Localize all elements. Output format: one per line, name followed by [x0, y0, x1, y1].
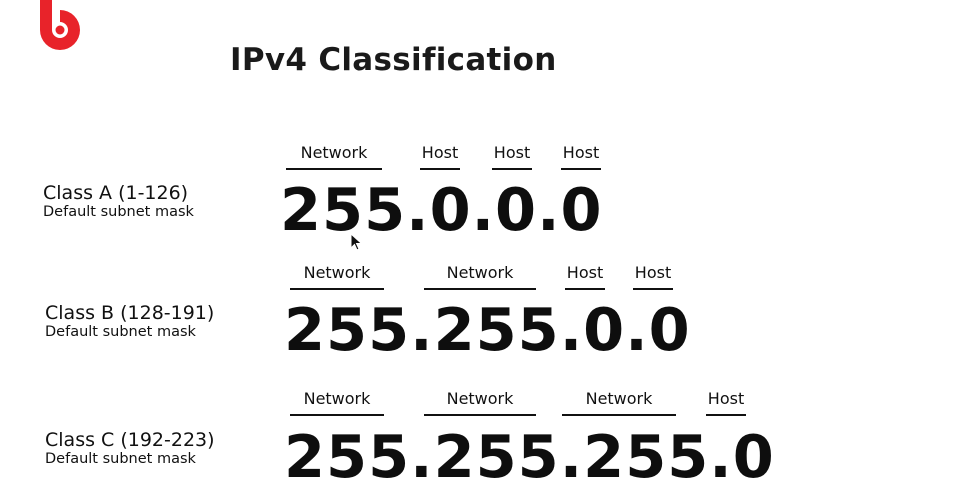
segment-underline: [424, 288, 536, 290]
class-a-segment-4: Host: [561, 143, 601, 170]
segment-underline: [565, 288, 605, 290]
class-c-segment-1: Network: [290, 389, 384, 416]
class-a-segment-2: Host: [420, 143, 460, 170]
class-b-label: Class B (128-191) Default subnet mask: [45, 302, 214, 341]
class-a-label: Class A (1-126) Default subnet mask: [43, 182, 194, 221]
class-c-subtitle: Default subnet mask: [45, 451, 196, 467]
class-b-segment-1: Network: [290, 263, 384, 290]
class-c-segment-4: Host: [706, 389, 746, 416]
segment-underline: [561, 168, 601, 170]
class-b-segment-4: Host: [633, 263, 673, 290]
class-c-segment-3: Network: [562, 389, 676, 416]
class-b-segment-2: Network: [424, 263, 536, 290]
segment-label: Host: [707, 389, 745, 408]
segment-label: Network: [303, 389, 371, 408]
segment-underline: [290, 414, 384, 416]
segment-label: Network: [300, 143, 368, 162]
class-b-segment-3: Host: [565, 263, 605, 290]
class-c-label: Class C (192-223) Default subnet mask: [45, 429, 215, 468]
segment-label: Host: [634, 263, 672, 282]
class-a-subtitle: Default subnet mask: [43, 204, 194, 220]
segment-label: Host: [566, 263, 604, 282]
segment-label: Host: [562, 143, 600, 162]
segment-label: Host: [421, 143, 459, 162]
page-title: IPv4 Classification: [230, 42, 557, 78]
class-b-subtitle: Default subnet mask: [45, 324, 196, 340]
segment-underline: [492, 168, 532, 170]
class-c-segment-2: Network: [424, 389, 536, 416]
segment-underline: [706, 414, 746, 416]
segment-label: Network: [303, 263, 371, 282]
segment-label: Network: [446, 263, 514, 282]
class-a-segment-1: Network: [286, 143, 382, 170]
segment-label: Network: [446, 389, 514, 408]
class-c-name: Class C (192-223): [45, 429, 215, 451]
segment-label: Host: [493, 143, 531, 162]
segment-underline: [424, 414, 536, 416]
class-a-name: Class A (1-126): [43, 182, 189, 204]
class-a-mask: 255.0.0.0: [280, 175, 603, 244]
class-a-segment-3: Host: [492, 143, 532, 170]
segment-underline: [562, 414, 676, 416]
segment-underline: [290, 288, 384, 290]
brand-logo-icon: [40, 0, 80, 50]
class-b-name: Class B (128-191): [45, 302, 215, 324]
class-b-mask: 255.255.0.0: [284, 295, 691, 364]
segment-underline: [420, 168, 460, 170]
segment-underline: [286, 168, 382, 170]
segment-label: Network: [585, 389, 653, 408]
mouse-cursor-icon: [350, 233, 363, 251]
class-c-mask: 255.255.255.0: [284, 422, 775, 491]
segment-underline: [633, 288, 673, 290]
